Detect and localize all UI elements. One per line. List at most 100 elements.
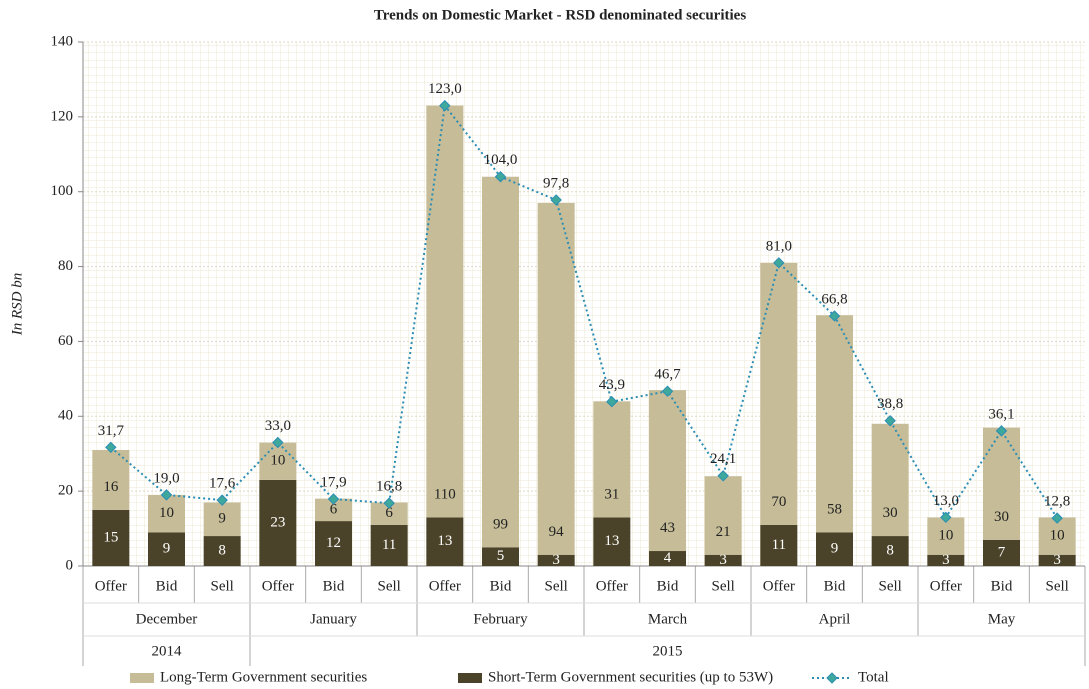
y-tick-label: 20 bbox=[58, 483, 73, 499]
data-label: 7 bbox=[998, 544, 1006, 560]
data-label: 23 bbox=[270, 514, 285, 530]
y-tick-label: 40 bbox=[58, 408, 73, 424]
legend-label: Total bbox=[858, 669, 889, 685]
bar-segment bbox=[259, 479, 297, 566]
data-label: 11 bbox=[772, 537, 786, 553]
x-tick-label: Offer bbox=[429, 578, 461, 594]
total-marker bbox=[1051, 512, 1063, 524]
x-tick-label: Sell bbox=[377, 578, 400, 594]
total-marker bbox=[995, 425, 1008, 437]
bar-segment bbox=[148, 494, 185, 533]
data-label: 3 bbox=[1053, 552, 1061, 568]
data-label: 3 bbox=[552, 552, 560, 568]
bar-segment bbox=[1038, 554, 1076, 566]
data-label: 9 bbox=[218, 511, 226, 527]
total-marker bbox=[327, 493, 340, 505]
total-label: 66,8 bbox=[821, 291, 847, 307]
legend-label: Long-Term Government securities bbox=[160, 669, 367, 685]
bar-segment bbox=[704, 476, 742, 555]
data-label: 99 bbox=[493, 516, 508, 532]
data-label: 6 bbox=[330, 501, 338, 517]
x-tick-label: Bid bbox=[824, 578, 846, 594]
data-label: 8 bbox=[218, 542, 226, 558]
total-label: 33,0 bbox=[265, 418, 291, 434]
total-label: 46,7 bbox=[654, 367, 681, 383]
bar-segment bbox=[370, 524, 408, 566]
year-label: 2015 bbox=[653, 643, 683, 659]
bar-segment bbox=[537, 554, 575, 566]
total-marker bbox=[494, 171, 507, 183]
total-marker bbox=[105, 441, 117, 454]
data-label: 6 bbox=[385, 505, 393, 521]
total-marker bbox=[606, 395, 618, 408]
bar-segment bbox=[760, 524, 798, 566]
bar-segment bbox=[315, 498, 352, 522]
bar-segment bbox=[816, 315, 853, 533]
y-axis-label: In RSD bn bbox=[9, 273, 25, 337]
total-marker bbox=[550, 194, 562, 206]
data-label: 13 bbox=[437, 533, 452, 549]
data-label: 30 bbox=[883, 505, 898, 521]
bar-segment bbox=[649, 390, 686, 552]
total-marker bbox=[160, 489, 173, 501]
total-marker bbox=[828, 310, 841, 322]
x-tick-label: Sell bbox=[544, 578, 567, 594]
total-line bbox=[110, 103, 1059, 520]
bar-segment bbox=[259, 442, 297, 480]
bar-segment bbox=[704, 554, 742, 566]
month-label: May bbox=[988, 611, 1016, 627]
total-marker bbox=[272, 436, 284, 449]
data-label: 21 bbox=[716, 524, 731, 540]
total-marker bbox=[383, 497, 395, 509]
month-label: December bbox=[136, 611, 198, 627]
total-label: 13,0 bbox=[933, 493, 959, 509]
bar-segment bbox=[927, 517, 965, 555]
data-label: 9 bbox=[831, 541, 839, 557]
total-label: 24,1 bbox=[710, 451, 736, 467]
plot-background bbox=[83, 42, 1085, 566]
legend-swatch bbox=[130, 673, 154, 683]
total-label: 97,8 bbox=[543, 175, 569, 191]
x-tick-label: Offer bbox=[262, 578, 294, 594]
legend-marker bbox=[826, 672, 838, 684]
total-marker bbox=[940, 511, 952, 524]
total-label: 43,9 bbox=[599, 377, 625, 393]
data-label: 10 bbox=[938, 527, 953, 543]
data-label: 58 bbox=[827, 501, 842, 517]
bar-segment bbox=[482, 547, 519, 566]
data-label: 10 bbox=[159, 505, 174, 521]
data-label: 9 bbox=[163, 541, 171, 557]
data-label: 12 bbox=[326, 535, 341, 551]
legend-label: Short-Term Government securities (up to … bbox=[488, 669, 773, 685]
month-label: February bbox=[473, 611, 528, 627]
x-tick-label: Offer bbox=[930, 578, 962, 594]
x-tick-label: Bid bbox=[156, 578, 178, 594]
bar-segment bbox=[370, 502, 408, 525]
bar-segment bbox=[315, 521, 352, 566]
data-label: 10 bbox=[1050, 527, 1065, 543]
x-tick-label: Bid bbox=[323, 578, 345, 594]
data-label: 16 bbox=[103, 479, 119, 495]
total-label: 38,8 bbox=[877, 396, 903, 412]
month-label: April bbox=[819, 611, 851, 627]
bar-segment bbox=[649, 551, 686, 566]
data-label: 43 bbox=[660, 520, 675, 536]
y-tick-label: 80 bbox=[58, 258, 73, 274]
total-label: 31,7 bbox=[98, 423, 125, 439]
data-label: 70 bbox=[771, 494, 786, 510]
total-label: 17,9 bbox=[320, 474, 346, 490]
month-label: March bbox=[648, 611, 688, 627]
total-label: 19,0 bbox=[153, 470, 179, 486]
data-label: 15 bbox=[103, 529, 118, 545]
total-label: 123,0 bbox=[428, 81, 462, 97]
year-label: 2014 bbox=[152, 643, 183, 659]
x-tick-label: Offer bbox=[763, 578, 795, 594]
bar-segment bbox=[537, 202, 575, 555]
total-marker bbox=[717, 470, 729, 482]
x-tick-label: Bid bbox=[991, 578, 1013, 594]
x-tick-label: Bid bbox=[657, 578, 679, 594]
total-label: 104,0 bbox=[484, 152, 518, 168]
data-label: 3 bbox=[719, 552, 727, 568]
bar-segment bbox=[426, 105, 464, 518]
bar-segment bbox=[593, 401, 631, 518]
